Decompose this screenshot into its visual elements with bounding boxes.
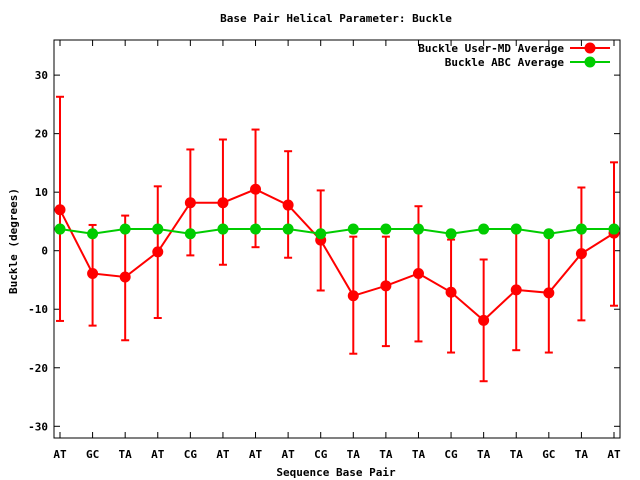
data-point bbox=[250, 183, 262, 195]
data-point bbox=[87, 228, 99, 240]
data-point bbox=[87, 268, 99, 280]
x-axis-label: Sequence Base Pair bbox=[276, 466, 396, 479]
data-point bbox=[445, 286, 457, 298]
data-point bbox=[380, 280, 392, 292]
x-tick-label: TA bbox=[347, 448, 361, 461]
x-tick-label: CG bbox=[314, 448, 328, 461]
legend-swatch-marker-0 bbox=[584, 42, 596, 54]
legend-label-1: Buckle ABC Average bbox=[445, 56, 565, 69]
data-point bbox=[152, 246, 164, 258]
data-point bbox=[445, 228, 457, 240]
x-tick-label: AT bbox=[151, 448, 165, 461]
data-point bbox=[478, 223, 490, 235]
data-point bbox=[380, 223, 392, 235]
y-tick-label: -10 bbox=[28, 303, 48, 316]
data-point bbox=[54, 223, 66, 235]
x-tick-label: CG bbox=[444, 448, 458, 461]
data-point bbox=[412, 268, 424, 280]
data-point bbox=[608, 223, 620, 235]
series-line-1 bbox=[59, 228, 614, 235]
x-tick-label: TA bbox=[379, 448, 393, 461]
data-point bbox=[282, 199, 294, 211]
data-point bbox=[543, 287, 555, 299]
x-tick-label: GC bbox=[542, 448, 555, 461]
data-point bbox=[575, 223, 587, 235]
data-point bbox=[282, 223, 294, 235]
series-line-0 bbox=[59, 188, 615, 322]
y-tick-label: -30 bbox=[28, 420, 48, 433]
y-tick-label: 30 bbox=[35, 69, 48, 82]
error-bars bbox=[56, 95, 618, 383]
x-tick-label: AT bbox=[216, 448, 230, 461]
x-tick-label: TA bbox=[477, 448, 491, 461]
x-tick-label: TA bbox=[412, 448, 426, 461]
x-tick-label: GC bbox=[86, 448, 99, 461]
data-point bbox=[119, 271, 131, 283]
data-points bbox=[54, 183, 620, 326]
y-tick-label: -20 bbox=[28, 362, 48, 375]
x-tick-label: AT bbox=[249, 448, 263, 461]
legend-label-0: Buckle User-MD Average bbox=[418, 42, 564, 55]
data-point bbox=[250, 223, 262, 235]
data-point bbox=[412, 223, 424, 235]
data-point bbox=[119, 223, 131, 235]
x-tick-label: TA bbox=[510, 448, 524, 461]
y-tick-label: 10 bbox=[35, 186, 48, 199]
data-point bbox=[543, 228, 555, 240]
data-point bbox=[217, 223, 229, 235]
data-point bbox=[217, 197, 229, 209]
x-tick-label: TA bbox=[575, 448, 589, 461]
data-point bbox=[510, 223, 522, 235]
data-point bbox=[184, 197, 196, 209]
data-point bbox=[510, 284, 522, 296]
x-tick-label: TA bbox=[119, 448, 133, 461]
data-point bbox=[152, 223, 164, 235]
x-tick-label: AT bbox=[281, 448, 295, 461]
axis-ticks: -30 -20 -10 0 10 20 30 AT GC TA AT CG AT AT AT CG TA TA TA… bbox=[28, 40, 621, 461]
legend-swatch-marker-1 bbox=[584, 56, 596, 68]
chart-title: Base Pair Helical Parameter: Buckle bbox=[220, 12, 452, 25]
y-tick-label: 20 bbox=[35, 128, 48, 141]
data-point bbox=[347, 290, 359, 302]
data-point bbox=[478, 314, 490, 326]
y-axis-label: Buckle (degrees) bbox=[7, 188, 20, 294]
x-tick-label: AT bbox=[53, 448, 67, 461]
data-point bbox=[347, 223, 359, 235]
data-point bbox=[184, 228, 196, 240]
x-tick-label: CG bbox=[184, 448, 198, 461]
y-tick-label: 0 bbox=[41, 245, 48, 258]
data-point bbox=[315, 228, 327, 240]
series-lines bbox=[59, 188, 615, 322]
x-tick-label: AT bbox=[607, 448, 621, 461]
data-point bbox=[54, 204, 66, 216]
data-point bbox=[575, 248, 587, 260]
plot-frame bbox=[53, 39, 621, 439]
